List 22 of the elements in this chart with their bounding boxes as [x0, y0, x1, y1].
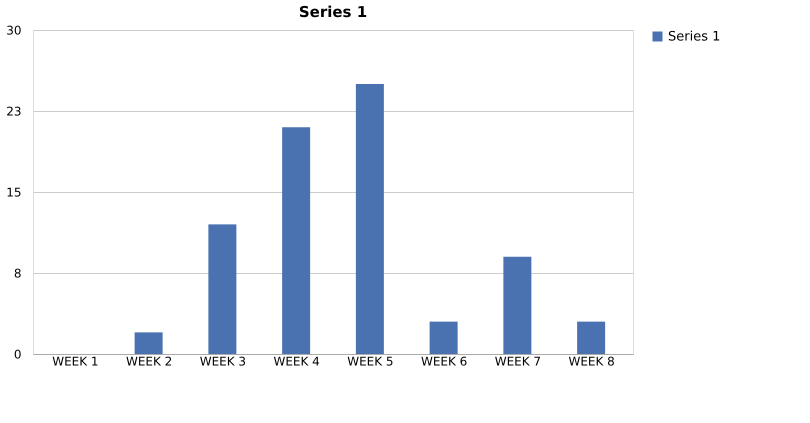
legend-label: Series 1	[668, 30, 720, 44]
bar	[577, 322, 606, 354]
bar	[430, 322, 458, 354]
y-tick-label: 30	[6, 24, 22, 38]
x-tick-label: WEEK 6	[420, 354, 468, 368]
y-tick-label: 23	[6, 104, 22, 118]
y-tick-label: 15	[6, 186, 22, 200]
x-tick-label: WEEK 3	[200, 354, 246, 368]
bar	[356, 84, 384, 354]
bar	[282, 127, 310, 354]
bar	[208, 224, 236, 354]
bar	[134, 332, 163, 354]
x-tick-label: WEEK 8	[568, 354, 615, 368]
y-tick-label: 8	[14, 266, 22, 280]
x-tick-label: WEEK 2	[126, 354, 172, 368]
y-tick-label: 0	[14, 348, 22, 362]
bar	[503, 256, 532, 354]
x-tick-label: WEEK 5	[347, 354, 394, 368]
x-tick-label: WEEK 1	[52, 354, 99, 368]
x-tick-label: WEEK 7	[494, 354, 542, 368]
chart-title: Series 1	[298, 3, 368, 21]
x-tick-label: WEEK 4	[273, 354, 320, 368]
